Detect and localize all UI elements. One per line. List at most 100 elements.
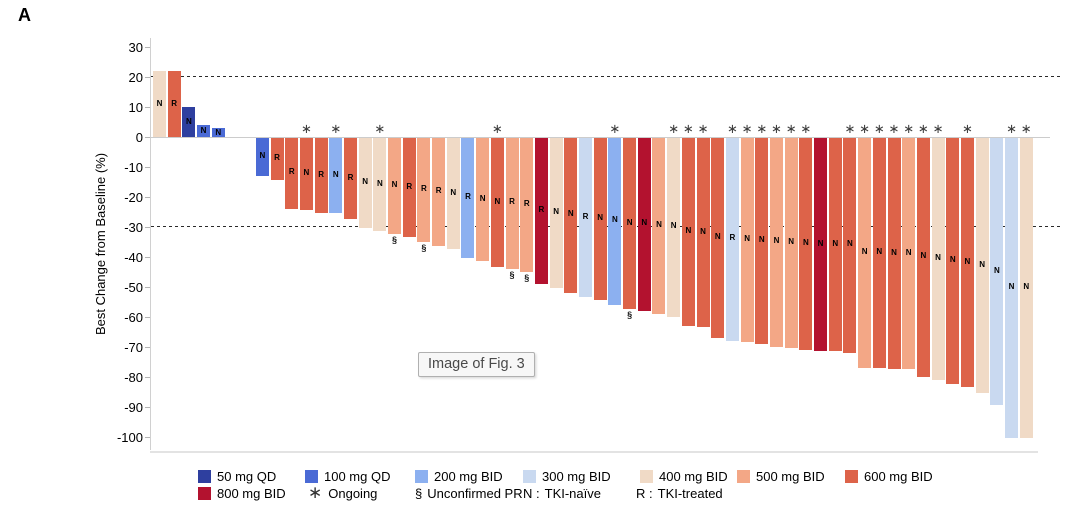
y-tick [145, 227, 150, 228]
patient-bar [432, 138, 446, 246]
bar-status-label: N [156, 99, 163, 108]
bar-status-label: R [318, 169, 324, 179]
patient-bar [153, 71, 166, 137]
patient-bar [1019, 138, 1033, 438]
bar-status-label: N [920, 251, 927, 261]
y-tick [145, 197, 150, 198]
patient-bar [402, 138, 416, 237]
bar-status-label: N [303, 168, 310, 177]
y-tick-label: -60 [124, 310, 143, 325]
bar-status-label: R [347, 172, 354, 182]
y-tick-label: -70 [124, 340, 143, 355]
patient-bar [476, 138, 490, 261]
legend-item: 500 mg BID [737, 469, 825, 484]
patient-bar [843, 138, 857, 353]
patient-bar [652, 138, 666, 314]
bar-status-label: N [1023, 282, 1030, 291]
patient-bar [784, 138, 798, 348]
legend-item: ∗ Ongoing [308, 483, 378, 502]
y-tick-label: 20 [128, 70, 143, 85]
ongoing-asterisk-icon: ∗ [888, 121, 900, 136]
patient-bar [608, 138, 622, 305]
patient-bar [505, 138, 519, 269]
y-tick-label: 30 [128, 40, 143, 55]
y-tick [145, 377, 150, 378]
bar-status-label: N [714, 231, 721, 241]
patient-bar [990, 138, 1004, 405]
bar-status-label: N [450, 187, 457, 197]
y-axis-line [150, 38, 151, 450]
patient-bar [358, 138, 372, 228]
legend-label: 100 mg QD [324, 468, 391, 484]
bar-status-label: N [391, 180, 398, 189]
patient-bar [343, 138, 357, 219]
y-tick [145, 137, 150, 138]
ongoing-asterisk-icon: ∗ [785, 121, 797, 136]
legend-swatch [640, 469, 653, 483]
legend-label: 50 mg QD [217, 468, 277, 484]
ongoing-asterisk-icon: ∗ [741, 121, 753, 136]
bar-status-label: N [332, 169, 339, 179]
patient-bar [167, 71, 181, 137]
y-tick [145, 407, 150, 408]
bar-status-label: N [744, 234, 750, 243]
ongoing-asterisk-icon: ∗ [682, 121, 694, 136]
ongoing-asterisk-icon: ∗ [756, 121, 768, 136]
bar-status-label: N [362, 177, 369, 186]
bar-status-label: N [861, 246, 868, 256]
ongoing-asterisk-icon: ∗ [917, 121, 929, 136]
bar-status-label: N [905, 247, 912, 257]
legend-swatch [198, 486, 211, 500]
patient-bar [755, 138, 769, 344]
ongoing-asterisk-icon: ∗ [300, 121, 312, 136]
bar-status-label: N [185, 117, 192, 126]
ongoing-asterisk-icon: ∗ [844, 121, 856, 136]
patient-bar [887, 138, 901, 369]
legend-item: 50 mg QD [198, 468, 277, 484]
unconfirmed-pr-mark: § [524, 272, 530, 283]
bar-status-label: R [509, 197, 515, 207]
legend-label: Unconfirmed PR [427, 485, 523, 501]
legend-item: 400 mg BID [640, 469, 728, 484]
bar-status-label: R [582, 211, 589, 221]
patient-bar [211, 128, 225, 137]
bar-status-label: R [523, 198, 530, 208]
patient-bar [373, 138, 387, 231]
ongoing-asterisk-icon: ∗ [609, 121, 621, 136]
bar-status-label: N [200, 126, 207, 135]
patient-bar [579, 138, 592, 297]
patient-bar [270, 138, 284, 180]
patient-bar [799, 138, 813, 350]
patient-bar [388, 138, 402, 234]
y-tick-label: -80 [124, 370, 143, 385]
patient-bar [814, 138, 828, 351]
ongoing-asterisk-icon: ∗ [308, 483, 323, 502]
bar-status-label: N [597, 213, 604, 222]
ongoing-asterisk-icon: ∗ [697, 121, 709, 136]
zero-baseline [150, 137, 1050, 138]
ongoing-asterisk-icon: ∗ [1006, 121, 1017, 136]
ongoing-asterisk-icon: ∗ [873, 121, 885, 136]
ongoing-asterisk-icon: ∗ [961, 121, 973, 136]
y-tick-label: 0 [135, 130, 143, 145]
legend-item: 300 mg BID [523, 469, 611, 484]
bar-status-label: N [376, 178, 383, 188]
bar-status-label: N [773, 236, 780, 246]
y-tick-label: -10 [124, 160, 143, 175]
y-tick [145, 77, 150, 78]
bar-status-label: N [964, 256, 971, 266]
bar-status-label: R [729, 233, 736, 243]
ongoing-asterisk-icon: ∗ [491, 121, 503, 136]
legend-label: TKI-naïve [544, 485, 601, 501]
ongoing-asterisk-icon: ∗ [374, 121, 386, 136]
patient-bar [182, 107, 196, 137]
bar-status-label: N [656, 219, 662, 229]
legend-label: Ongoing [328, 485, 378, 501]
ongoing-asterisk-icon: ∗ [800, 121, 812, 136]
legend-swatch [415, 469, 428, 483]
patient-bar [769, 138, 783, 347]
bar-status-label: N [935, 252, 941, 262]
bar-status-label: N [611, 215, 618, 225]
bar-status-label: N [876, 246, 883, 256]
patient-bar [828, 138, 842, 351]
